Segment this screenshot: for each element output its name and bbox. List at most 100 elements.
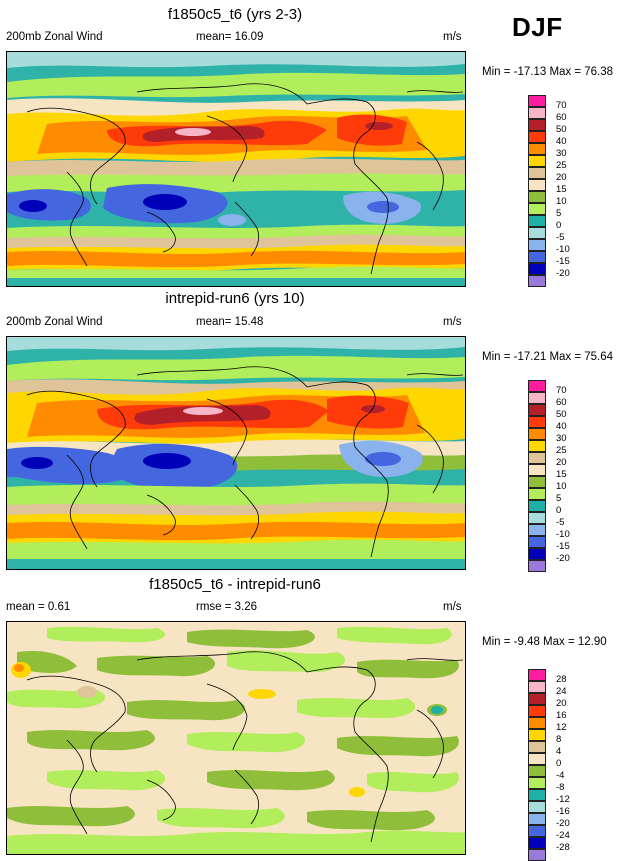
p1-legend-swatch — [528, 191, 546, 203]
p2-legend-swatch — [528, 560, 546, 572]
panel2-units: m/s — [443, 316, 462, 328]
panel1-minmax: Min = -17.13 Max = 76.38 — [482, 66, 614, 78]
p2-legend-label: -10 — [556, 529, 570, 540]
panel3-title: f1850c5_t6 - intrepid-run6 — [149, 576, 321, 593]
panel1-mean: mean= 16.09 — [196, 31, 264, 43]
p3-legend-label: 28 — [556, 674, 567, 685]
p1-legend-label: 40 — [556, 136, 567, 147]
panel2-variable: 200mb Zonal Wind — [6, 316, 103, 328]
panel1-map — [6, 51, 466, 287]
p2-easterly-west — [7, 446, 136, 484]
p2-legend-label: -15 — [556, 541, 570, 552]
panel1-title: f1850c5_t6 (yrs 2-3) — [167, 6, 303, 23]
p3-legend-swatch — [528, 669, 546, 681]
p3-legend-label: 24 — [556, 686, 567, 697]
p1-legend-swatch — [528, 251, 546, 263]
panel2-mean: mean= 15.48 — [196, 316, 264, 328]
p3-coastlines — [26, 651, 464, 843]
p3-legend-swatch — [528, 849, 546, 861]
panel3-map-svg — [7, 622, 465, 854]
p2-legend-swatch — [528, 392, 546, 404]
p2-legend-swatch — [528, 488, 546, 500]
p1-legend-label: -10 — [556, 244, 570, 255]
p3-diff-field — [7, 626, 465, 854]
p2-legend-swatch — [528, 452, 546, 464]
panel2-title: intrepid-run6 (yrs 10) — [165, 290, 305, 307]
p3-legend-swatch — [528, 813, 546, 825]
panel3-map — [6, 621, 466, 855]
p1-legend-label: 70 — [556, 100, 567, 111]
p3-legend-swatch — [528, 825, 546, 837]
p2-band-polar — [7, 337, 465, 351]
p3-legend-swatch — [528, 681, 546, 693]
p2-legend-swatch — [528, 524, 546, 536]
p2-legend-swatch — [528, 476, 546, 488]
p3-legend-swatch — [528, 693, 546, 705]
p3-legend-label: 16 — [556, 710, 567, 721]
p2-legend-swatch — [528, 380, 546, 392]
p2-legend-swatch — [528, 428, 546, 440]
p3-legend-swatch — [528, 753, 546, 765]
p2-legend-swatch — [528, 416, 546, 428]
p2-legend-label: 60 — [556, 397, 567, 408]
p3-legend-label: -12 — [556, 794, 570, 805]
p1-legend-swatch — [528, 227, 546, 239]
p3-legend-swatch — [528, 729, 546, 741]
p2-legend-swatch — [528, 440, 546, 452]
panel3-rmse: rmse = 3.26 — [196, 601, 258, 613]
p1-legend-swatch — [528, 131, 546, 143]
p2-legend-swatch — [528, 404, 546, 416]
p3-legend-label: 8 — [556, 734, 562, 745]
panel1-variable: 200mb Zonal Wind — [6, 31, 103, 43]
p1-coastlines — [26, 83, 464, 275]
p1-legend-label: 50 — [556, 124, 567, 135]
p2-legend-swatch — [528, 500, 546, 512]
p3-legend-label: -8 — [556, 782, 565, 793]
p2-band-antarctic — [7, 559, 465, 569]
season-label: DJF — [512, 12, 563, 42]
p2-band-sh-orange — [7, 521, 465, 541]
p3-legend-label: 12 — [556, 722, 567, 733]
p1-legend-swatch — [528, 203, 546, 215]
p3-legend-label: -16 — [556, 806, 570, 817]
p1-legend-label: -15 — [556, 256, 570, 267]
panel3-minmax: Min = -9.48 Max = 12.90 — [482, 636, 607, 648]
p1-legend-swatch — [528, 263, 546, 275]
p3-legend-swatch — [528, 765, 546, 777]
p2-jet-core — [134, 405, 271, 425]
p3-legend-label: -20 — [556, 818, 570, 829]
p3-legend-swatch — [528, 705, 546, 717]
p1-legend-label: 30 — [556, 148, 567, 159]
p2-legend-label: 5 — [556, 493, 562, 504]
p2-legend-swatch — [528, 512, 546, 524]
p1-legend-label: 0 — [556, 220, 562, 231]
p1-legend-label: 5 — [556, 208, 562, 219]
p3-legend-label: 4 — [556, 746, 562, 757]
p2-legend-label: -5 — [556, 517, 565, 528]
p3-legend-label: -24 — [556, 830, 570, 841]
p2-legend-label: 50 — [556, 409, 567, 420]
panel1-map-svg — [7, 52, 465, 286]
p2-easterly-west-core — [21, 457, 53, 469]
p2-easterly-indo-core — [143, 453, 191, 469]
panel2-map-svg — [7, 337, 465, 569]
panel3-units: m/s — [443, 601, 462, 613]
panel3-mean: mean = 0.61 — [6, 601, 71, 613]
p2-legend-label: 25 — [556, 445, 567, 456]
p3-legend-label: 20 — [556, 698, 567, 709]
panel2-map — [6, 336, 466, 570]
p1-band-sh-orange — [7, 250, 465, 268]
p3-legend-swatch — [528, 789, 546, 801]
panel1-units: m/s — [443, 31, 462, 43]
p2-legend-label: 10 — [556, 481, 567, 492]
p2-legend-label: 0 — [556, 505, 562, 516]
p3-legend-swatch — [528, 741, 546, 753]
p1-legend-swatch — [528, 167, 546, 179]
p1-band-antarctic — [7, 278, 465, 286]
p3-legend-swatch — [528, 801, 546, 813]
panel2-minmax: Min = -17.21 Max = 75.64 — [482, 351, 614, 363]
p1-legend-label: 60 — [556, 112, 567, 123]
p2-legend-swatch — [528, 536, 546, 548]
p1-legend-label: 25 — [556, 160, 567, 171]
p1-legend-swatch — [528, 155, 546, 167]
